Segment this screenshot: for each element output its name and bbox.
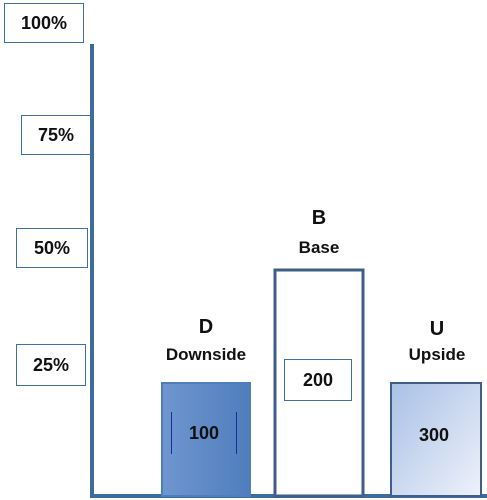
y-tick-label-75: 75% [21, 115, 91, 155]
bar-upside [390, 382, 482, 497]
category-name-upside: Upside [408, 345, 466, 364]
y-tick-label-50: 50% [16, 228, 88, 268]
category-letter-u: U [429, 318, 445, 340]
data-label-base: 200 [284, 359, 352, 401]
category-name-base: Base [298, 238, 340, 257]
data-label-upside: 300 [418, 424, 450, 445]
bar-downside [161, 382, 251, 497]
y-tick-label-100: 100% [4, 3, 84, 43]
category-letter-d: D [198, 316, 214, 338]
data-label-downside: 100 [171, 412, 237, 454]
category-letter-b: B [311, 207, 327, 229]
y-tick-label-25: 25% [16, 344, 86, 386]
category-name-downside: Downside [165, 345, 247, 364]
